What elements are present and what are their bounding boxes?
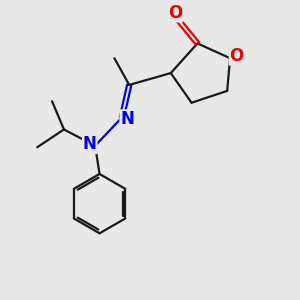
Text: O: O xyxy=(230,47,244,65)
Text: N: N xyxy=(120,110,134,128)
Text: N: N xyxy=(83,135,97,153)
Text: O: O xyxy=(168,4,182,22)
